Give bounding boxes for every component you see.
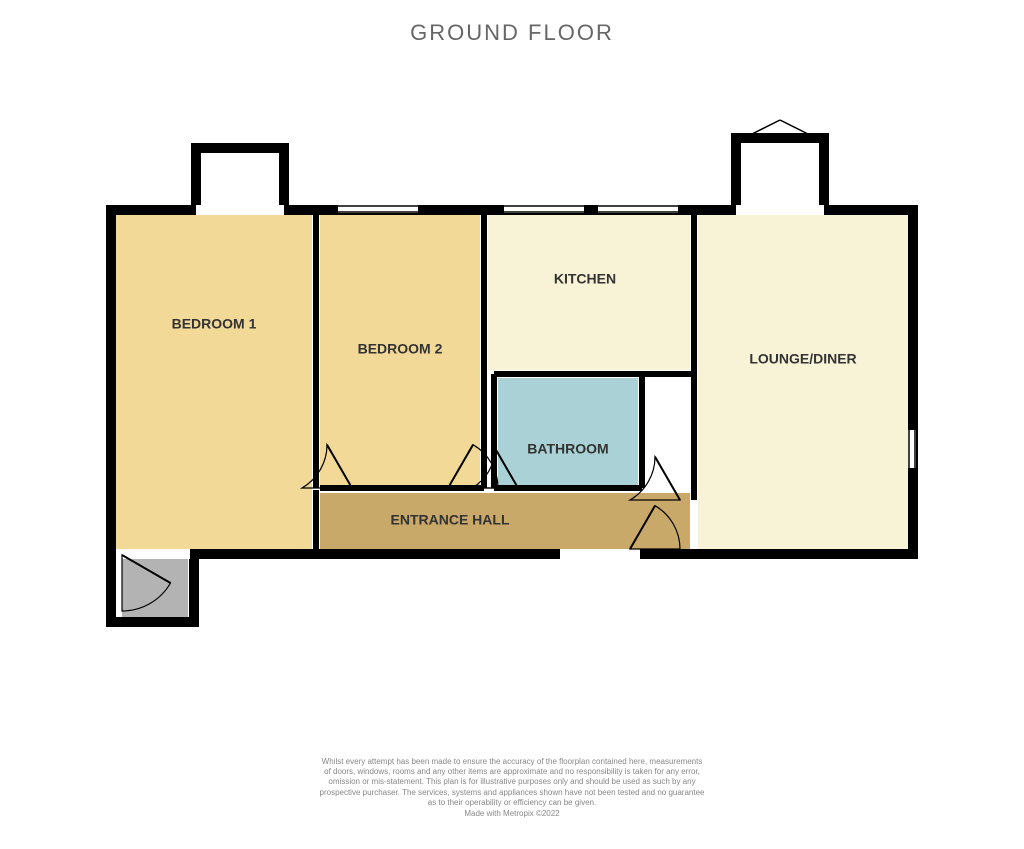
label-kitchen: KITCHEN [554,271,616,287]
room-bedroom1 [116,215,312,549]
label-hall: ENTRANCE HALL [391,512,510,528]
disclaimer-line: prospective purchaser. The services, sys… [232,788,792,798]
disclaimer-line: omission or mis-statement. This plan is … [232,777,792,787]
disclaimer-line: Made with Metropix ©2022 [232,809,792,819]
label-lounge: LOUNGE/DINER [749,351,856,367]
disclaimer-text: Whilst every attempt has been made to en… [0,757,1024,819]
room-porch [122,559,188,617]
room-kitchen [488,215,690,370]
label-bathroom: BATHROOM [527,441,608,457]
label-bedroom1: BEDROOM 1 [172,316,257,332]
floorplan-svg: BEDROOM 1 BEDROOM 2 KITCHEN BATHROOM LOUNGE/… [0,0,1024,849]
label-bedroom2: BEDROOM 2 [358,341,443,357]
disclaimer-line: Whilst every attempt has been made to en… [232,757,792,767]
disclaimer-line: as to their operability or efficiency ca… [232,798,792,808]
disclaimer-line: of doors, windows, rooms and any other i… [232,767,792,777]
room-bathroom [498,378,638,485]
room-lounge [698,215,908,549]
floorplan-container: GROUND FLOOR BEDROOM 1BEDROOM 2KITCHENBA… [0,0,1024,849]
